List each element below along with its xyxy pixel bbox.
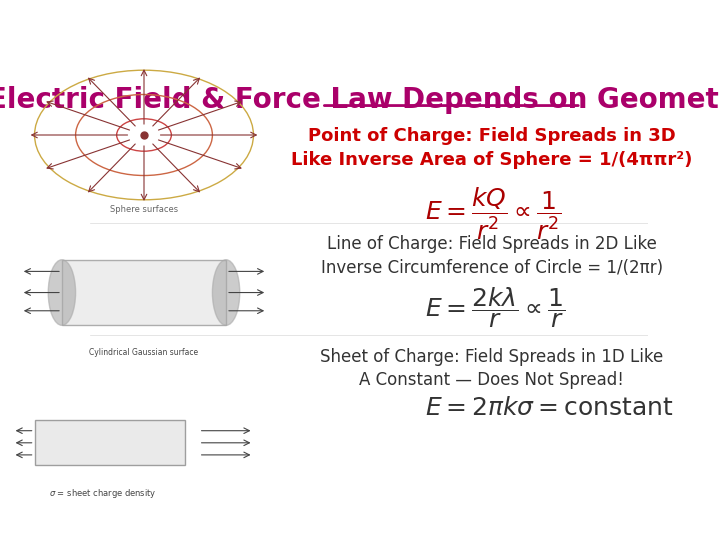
Ellipse shape <box>212 260 240 325</box>
Text: Sheet of Charge: Field Spreads in 1D Like
A Constant — Does Not Spread!: Sheet of Charge: Field Spreads in 1D Lik… <box>320 348 663 389</box>
Text: Cylindrical Gaussian surface: Cylindrical Gaussian surface <box>89 348 199 356</box>
Text: $E = \dfrac{kQ}{r^2} \propto \dfrac{1}{r^2}$: $E = \dfrac{kQ}{r^2} \propto \dfrac{1}{r… <box>425 185 562 241</box>
Bar <box>35 420 185 465</box>
Text: Electric Field & Force Law Depends on Geometry: Electric Field & Force Law Depends on Ge… <box>0 85 720 113</box>
Text: Line of Charge: Field Spreads in 2D Like
Inverse Circumference of Circle = 1/(2π: Line of Charge: Field Spreads in 2D Like… <box>320 235 663 277</box>
Text: $E = \dfrac{2k\lambda}{r} \propto \dfrac{1}{r}$: $E = \dfrac{2k\lambda}{r} \propto \dfrac… <box>425 285 565 330</box>
Ellipse shape <box>48 260 76 325</box>
Text: Point of Charge: Field Spreads in 3D
Like Inverse Area of Sphere = 1/(4ππr²): Point of Charge: Field Spreads in 3D Lik… <box>291 127 693 169</box>
Text: $E = 2\pi k\sigma = \text{constant}$: $E = 2\pi k\sigma = \text{constant}$ <box>425 397 673 421</box>
Text: $\sigma$ = sheet charge density: $\sigma$ = sheet charge density <box>49 487 157 500</box>
Text: Sphere surfaces: Sphere surfaces <box>110 205 178 214</box>
Bar <box>62 260 226 325</box>
